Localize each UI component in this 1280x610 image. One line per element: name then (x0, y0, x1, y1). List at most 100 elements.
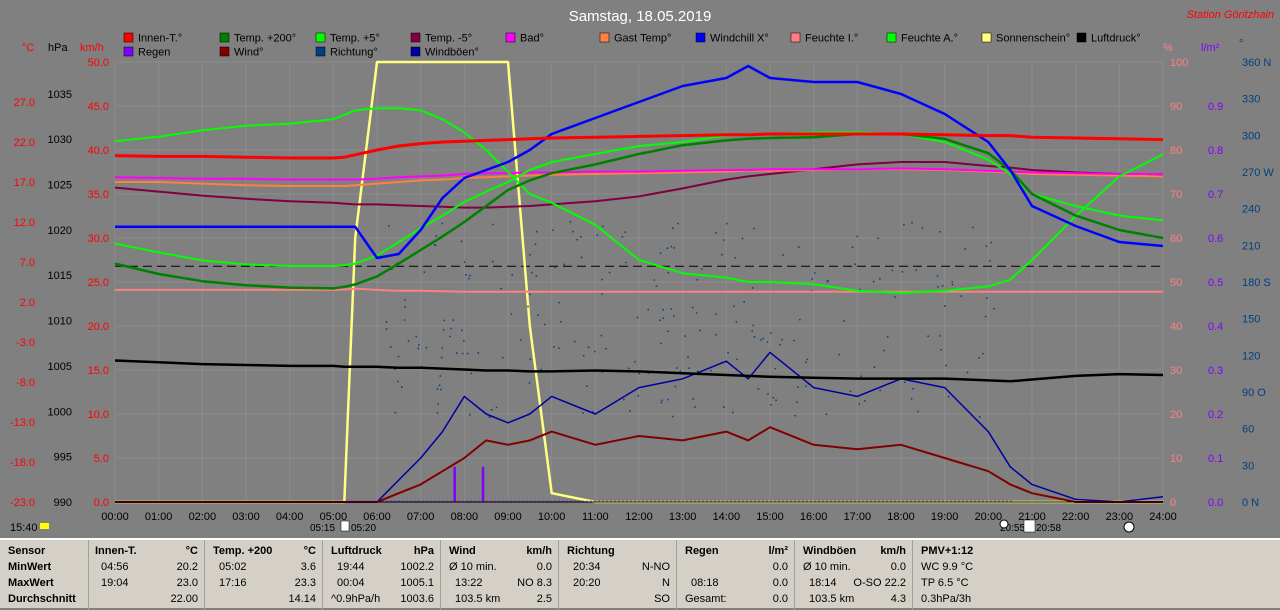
legend-label: Luftdruck° (1091, 33, 1141, 45)
direction-tick: 360 N (1242, 57, 1271, 69)
temp-tick: 27.0 (14, 97, 35, 109)
stats-wind-avg: 2.5 (536, 593, 552, 605)
stats-windboeen-avg10: 0.0 (890, 561, 906, 573)
direction-point (993, 307, 995, 310)
stats-regen-unit: l/m² (768, 545, 788, 557)
direction-point (535, 230, 538, 233)
rain-tick: 0.1 (1208, 453, 1223, 465)
direction-point (582, 354, 585, 357)
x-tick-label: 19:00 (931, 511, 959, 523)
direction-point (782, 254, 784, 256)
rain-tick: 0.3 (1208, 365, 1223, 377)
stats-regen-total-label: Gesamt: (685, 593, 727, 605)
series-temp-minus5 (114, 161, 1164, 209)
current-time: 15:40 (10, 522, 38, 534)
direction-point (769, 332, 772, 334)
temp-tick: -23.0 (10, 497, 35, 509)
direction-point (699, 329, 701, 332)
x-tick-label: 03:00 (232, 511, 260, 523)
stats-innen-max-time: 19:04 (101, 577, 129, 589)
direction-point (944, 305, 946, 307)
direction-point (843, 320, 845, 322)
direction-point (417, 347, 420, 350)
direction-point (660, 342, 662, 345)
axes: 00:00 01:00 02:00 03:00 04:00 05:00 06:00 07:00… (10, 57, 1274, 523)
direction-point (440, 388, 442, 391)
stats-wind-unit: km/h (526, 545, 552, 557)
series-humidity-in (115, 287, 1163, 293)
direction-point (679, 370, 682, 372)
direction-point (775, 399, 777, 402)
direction-point (684, 335, 686, 337)
direction-point (407, 340, 410, 342)
direction-point (687, 356, 689, 358)
direction-point (735, 321, 738, 323)
legend-swatch (219, 46, 230, 57)
direction-point (670, 308, 673, 310)
direction-point (733, 305, 735, 308)
legend-label: Temp. +200° (234, 33, 296, 45)
direction-point (404, 306, 406, 308)
direction-point (872, 280, 875, 283)
direction-point (440, 356, 443, 359)
direction-point (937, 286, 939, 288)
legend-label: Gast Temp° (614, 33, 671, 45)
direction-point (659, 319, 661, 321)
direction-point (437, 403, 439, 405)
stats-regen-title: Regen (685, 545, 719, 557)
stats-temp200-max: 23.3 (294, 577, 316, 589)
direction-point (500, 287, 503, 290)
direction-point (491, 260, 494, 263)
legend-label: Feuchte I.° (805, 33, 858, 45)
stats-richtung-title: Richtung (567, 545, 615, 557)
legend-label: Windchill X° (710, 33, 769, 45)
direction-point (904, 381, 906, 384)
direction-point (625, 261, 627, 264)
direction-point (529, 293, 531, 296)
direction-point (553, 346, 555, 348)
moon-icon (999, 519, 1009, 529)
stats-col-luftdruck: Luftdruck hPa 19:44 1002.2 00:04 1005.1 … (322, 540, 440, 610)
rain-tick: 0.2 (1208, 409, 1223, 421)
direction-point (951, 283, 954, 286)
direction-point (629, 410, 631, 412)
legend-swatch (1076, 32, 1087, 43)
direction-point (859, 288, 862, 291)
direction-point (677, 222, 679, 225)
direction-point (762, 337, 764, 340)
direction-tick: 180 S (1242, 277, 1271, 289)
wind-axis-unit: km/h (80, 42, 104, 54)
direction-point (939, 231, 942, 233)
stats-innen-title: Innen-T. (95, 545, 137, 557)
direction-point (580, 236, 582, 238)
stats-luftdruck-min: 1002.2 (400, 561, 434, 573)
direction-point (397, 355, 400, 358)
direction-point (529, 358, 532, 361)
direction-point (488, 416, 491, 418)
direction-point (673, 315, 675, 317)
humidity-axis-unit: % (1163, 42, 1173, 54)
humidity-tick: 30 (1170, 365, 1182, 377)
x-tick-label: 06:00 (363, 511, 391, 523)
wind-tick: 20.0 (88, 321, 109, 333)
pressure-tick: 990 (54, 497, 72, 509)
direction-point (960, 295, 962, 297)
direction-point (528, 382, 531, 384)
direction-point (636, 316, 639, 319)
moonset-icon (1123, 521, 1135, 533)
direction-point (510, 313, 513, 315)
direction-point (990, 241, 992, 244)
stats-windboeen-title: Windböen (803, 545, 857, 557)
direction-tick: 0 N (1242, 497, 1259, 509)
direction-point (465, 273, 467, 276)
direction-point (601, 293, 603, 295)
direction-point (394, 411, 397, 414)
temp-tick: 17.0 (14, 177, 35, 189)
legend-swatch (886, 32, 897, 43)
direction-point (527, 305, 529, 308)
pressure-tick: 1005 (48, 361, 72, 373)
legend-label: Feuchte A.° (901, 33, 958, 45)
direction-point (418, 344, 420, 346)
direction-point (903, 223, 905, 226)
x-tick-label: 08:00 (451, 511, 479, 523)
